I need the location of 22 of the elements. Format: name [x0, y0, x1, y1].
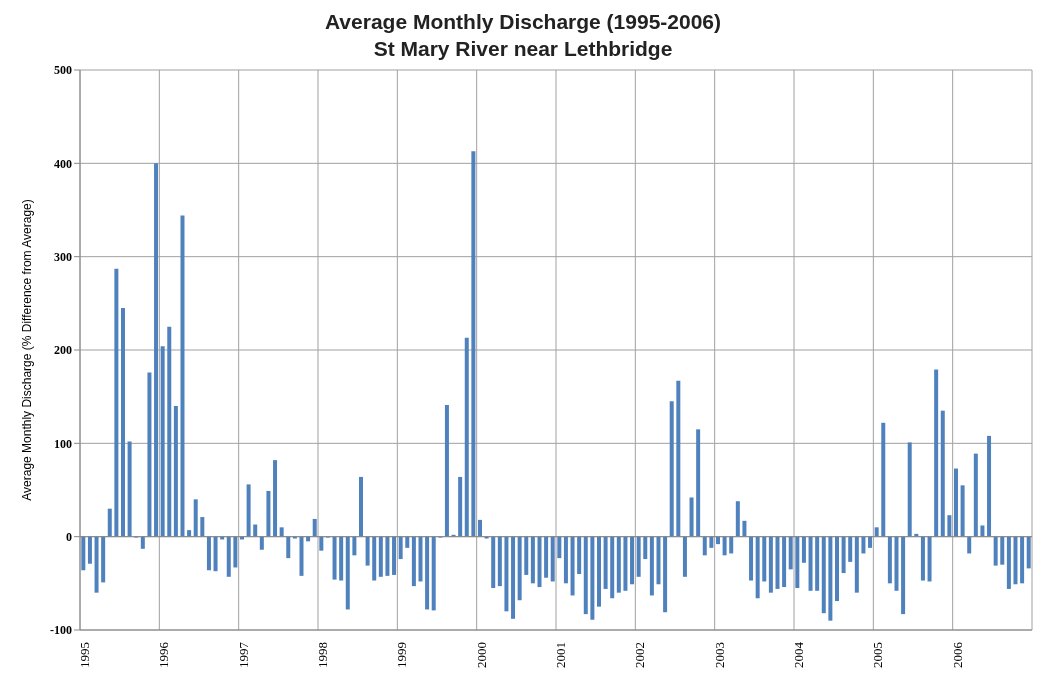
y-tick-label: 300 [54, 249, 72, 264]
x-tick-label: 2001 [553, 642, 568, 668]
y-tick-label: 200 [54, 343, 72, 358]
x-tick-label: 2003 [711, 642, 727, 668]
x-tick-label: 1998 [315, 642, 330, 668]
y-tick-label: 100 [54, 436, 72, 451]
x-tick-label: 1995 [77, 642, 92, 668]
x-tick-label: 2000 [473, 642, 489, 668]
y-tick-label: -100 [50, 623, 72, 638]
x-tick-label: 1996 [156, 641, 172, 668]
x-tick-label: 1997 [235, 641, 251, 668]
chart-title: Average Monthly Discharge (1995-2006) [323, 9, 722, 35]
x-tick-label: 2002 [632, 642, 648, 668]
x-tick-label: 1999 [394, 642, 410, 668]
x-tick-label: 2004 [791, 641, 806, 668]
x-tick-label: 2005 [870, 642, 886, 668]
y-tick-label: 500 [54, 63, 72, 78]
chart-subtitle: St Mary River near Lethbridge [372, 36, 674, 62]
y-axis-title: Average Monthly Discharge (% Difference from Average) [20, 199, 35, 501]
y-tick-label: 0 [66, 529, 72, 544]
y-tick-label: 400 [54, 156, 72, 171]
x-tick-label: 2006 [949, 641, 965, 668]
